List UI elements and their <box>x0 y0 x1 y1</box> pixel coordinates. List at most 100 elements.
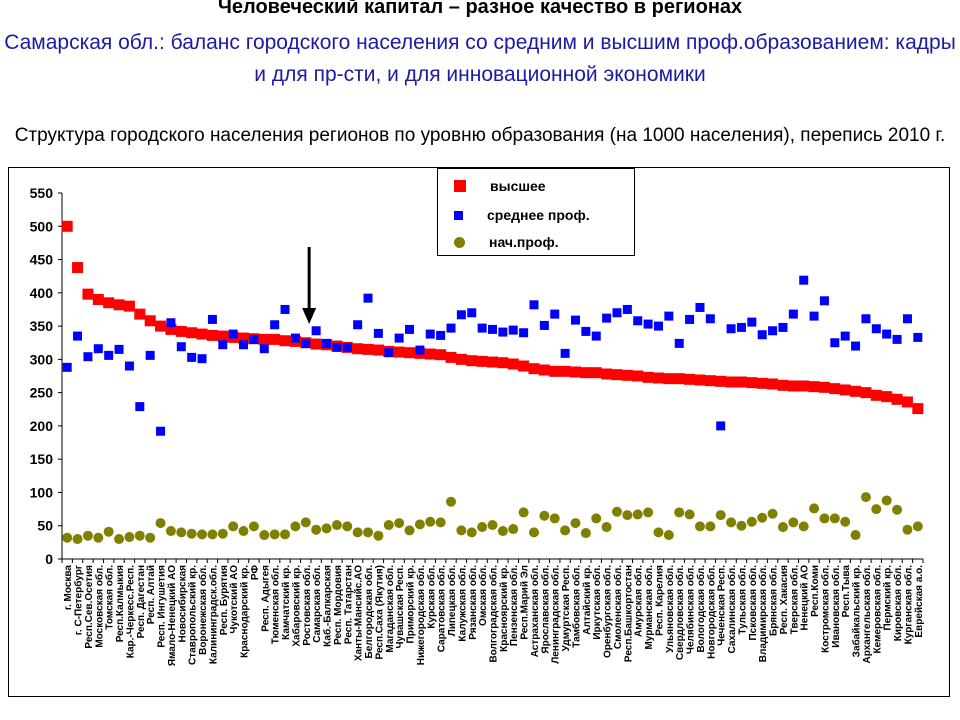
x-category-label: Красноярский кр. <box>499 565 510 652</box>
point-higher <box>704 375 716 387</box>
point-secondary <box>384 348 394 358</box>
point-secondary <box>830 338 840 348</box>
point-primary <box>82 530 93 541</box>
point-secondary <box>560 348 570 358</box>
point-secondary <box>778 322 788 332</box>
x-category-label: Ставропольский кр. <box>188 565 199 665</box>
y-tick-label: 0 <box>45 551 53 567</box>
point-primary <box>331 520 342 531</box>
point-primary <box>902 524 913 535</box>
point-primary <box>300 517 311 528</box>
point-higher <box>715 375 727 387</box>
point-higher <box>870 389 882 401</box>
point-higher <box>777 379 789 391</box>
point-higher <box>424 348 436 360</box>
point-primary <box>373 530 384 541</box>
legend-item-higher: высшее <box>454 176 546 196</box>
x-category-label: Респ.Марий Эл <box>520 565 531 640</box>
point-primary <box>383 520 394 531</box>
point-secondary <box>114 344 124 354</box>
point-primary <box>217 528 228 539</box>
point-higher <box>487 356 498 368</box>
point-primary <box>508 524 519 535</box>
point-primary <box>207 529 218 540</box>
point-higher <box>538 364 550 376</box>
point-secondary <box>612 308 622 318</box>
point-secondary <box>83 352 93 362</box>
x-category-label: Свердловская обл. <box>674 565 686 660</box>
point-primary <box>746 516 757 527</box>
x-category-label: Белгородская обл. <box>363 565 375 659</box>
point-higher <box>601 368 613 380</box>
point-higher <box>238 332 250 344</box>
legend-marker-primary <box>454 236 465 248</box>
x-category-label: Кемеровская обл. <box>871 565 883 654</box>
point-primary <box>798 521 809 532</box>
point-higher <box>269 333 281 345</box>
point-higher <box>881 391 893 403</box>
x-category-label: Удмуртская Респ. <box>561 565 572 652</box>
x-category-label: Пензенская обл. <box>508 565 520 646</box>
y-tick-label: 500 <box>30 218 54 234</box>
point-primary <box>715 510 726 521</box>
point-secondary <box>529 300 539 310</box>
y-tick-label: 200 <box>30 418 54 434</box>
point-primary <box>643 507 654 518</box>
point-secondary <box>674 338 684 348</box>
point-secondary <box>228 329 238 339</box>
point-higher <box>912 403 924 415</box>
x-category-label: Респ. Мордовия <box>333 565 344 645</box>
point-primary <box>446 496 457 507</box>
point-primary <box>892 504 903 515</box>
x-category-label: Волгоградская обл. <box>488 565 500 663</box>
point-higher <box>372 344 384 356</box>
point-higher <box>694 374 706 386</box>
point-higher <box>569 366 581 378</box>
point-higher <box>756 377 768 389</box>
x-category-label: Рязанская обл. <box>467 565 479 640</box>
x-category-label: Оренбургская обл. <box>602 565 614 658</box>
point-higher <box>113 299 125 311</box>
point-secondary <box>62 362 72 372</box>
point-primary <box>321 523 332 534</box>
point-secondary <box>166 318 176 328</box>
point-secondary <box>757 330 767 340</box>
x-category-label: Приморский кр. <box>406 565 417 644</box>
point-secondary <box>218 340 228 350</box>
point-primary <box>114 534 125 545</box>
legend: высшее среднее проф. нач.проф. <box>437 168 635 256</box>
point-secondary <box>913 332 923 342</box>
point-higher <box>82 288 94 300</box>
x-category-label: г. Москва <box>63 565 74 611</box>
x-category-label: Ростовская обл. <box>301 565 313 646</box>
point-secondary <box>207 314 217 324</box>
point-primary <box>674 507 685 518</box>
x-category-label: Респ. Карелия <box>654 565 665 636</box>
x-category-label: Респ. Татарстан <box>343 565 354 644</box>
x-category-label: Ивановская обл. <box>830 565 842 648</box>
point-primary <box>788 517 799 528</box>
legend-label-primary: нач.проф. <box>489 234 559 250</box>
point-secondary <box>591 331 601 341</box>
point-secondary <box>187 352 197 362</box>
point-secondary <box>322 338 332 348</box>
point-secondary <box>415 345 425 355</box>
point-primary <box>176 527 187 538</box>
x-category-label: Кировская обл. <box>892 565 904 641</box>
point-secondary <box>799 275 809 285</box>
x-category-label: Калужская обл. <box>456 565 468 642</box>
legend-item-primary: нач.проф. <box>454 232 559 252</box>
point-secondary <box>373 328 383 338</box>
point-primary <box>653 527 664 538</box>
point-primary <box>570 518 581 529</box>
point-secondary <box>353 320 363 330</box>
point-secondary <box>570 315 580 325</box>
point-higher <box>310 338 322 350</box>
point-secondary <box>726 324 736 334</box>
point-secondary <box>197 354 207 364</box>
point-secondary <box>249 334 259 344</box>
point-secondary <box>104 350 114 360</box>
point-primary <box>290 521 301 532</box>
point-primary <box>767 508 778 519</box>
point-primary <box>466 527 477 538</box>
